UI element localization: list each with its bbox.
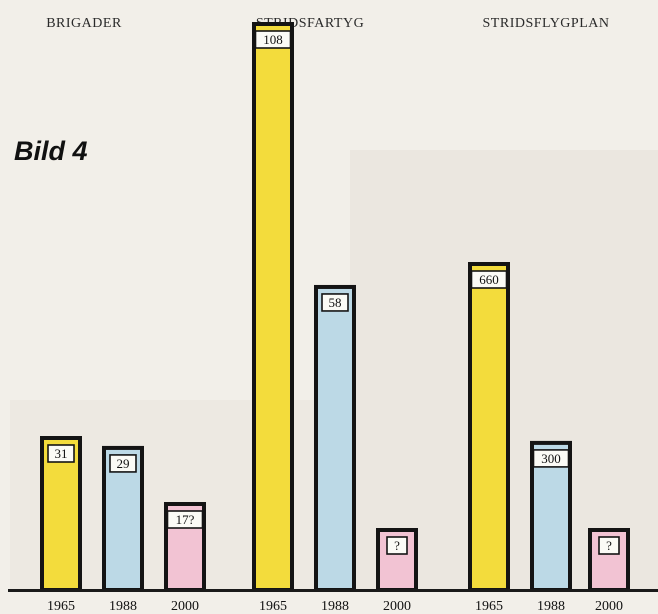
year-tick-label: 2000 bbox=[595, 599, 623, 614]
value-label-box bbox=[598, 536, 620, 555]
figure-label: Bild 4 bbox=[14, 136, 88, 166]
value-label-box bbox=[166, 510, 204, 529]
year-tick-label: 1965 bbox=[475, 599, 503, 614]
year-tick-label: 2000 bbox=[171, 599, 199, 614]
value-label-box bbox=[109, 454, 137, 473]
year-tick-label: 1988 bbox=[321, 599, 349, 614]
value-label: 31 bbox=[55, 446, 68, 461]
value-label: 17? bbox=[176, 512, 195, 527]
group-title-stridsflygplan: STRIDSFLYGPLAN bbox=[482, 16, 610, 31]
value-label-box bbox=[470, 270, 508, 289]
value-label-box bbox=[254, 30, 292, 49]
year-tick-label: 1965 bbox=[259, 599, 287, 614]
baseline-axis bbox=[8, 589, 658, 592]
value-label-box bbox=[386, 536, 408, 555]
value-label-box bbox=[532, 449, 570, 468]
value-label: 58 bbox=[329, 295, 342, 310]
year-tick-label: 1988 bbox=[537, 599, 565, 614]
year-tick-label: 1988 bbox=[109, 599, 137, 614]
bar-stridsflygplan-1965 bbox=[468, 262, 510, 592]
bar-stridsfartyg-1988 bbox=[314, 284, 356, 592]
value-label: ? bbox=[606, 538, 612, 553]
value-label-box bbox=[321, 293, 349, 312]
bar-stridsfartyg-1965 bbox=[252, 22, 294, 592]
value-label: 29 bbox=[117, 456, 130, 471]
value-label: ? bbox=[394, 538, 400, 553]
year-tick-label: 2000 bbox=[383, 599, 411, 614]
value-label-box bbox=[47, 444, 75, 463]
value-label: 660 bbox=[479, 272, 499, 287]
value-label: 108 bbox=[263, 32, 283, 47]
value-label: 300 bbox=[541, 451, 561, 466]
group-title-brigader: BRIGADER bbox=[46, 16, 122, 31]
year-tick-label: 1965 bbox=[47, 599, 75, 614]
